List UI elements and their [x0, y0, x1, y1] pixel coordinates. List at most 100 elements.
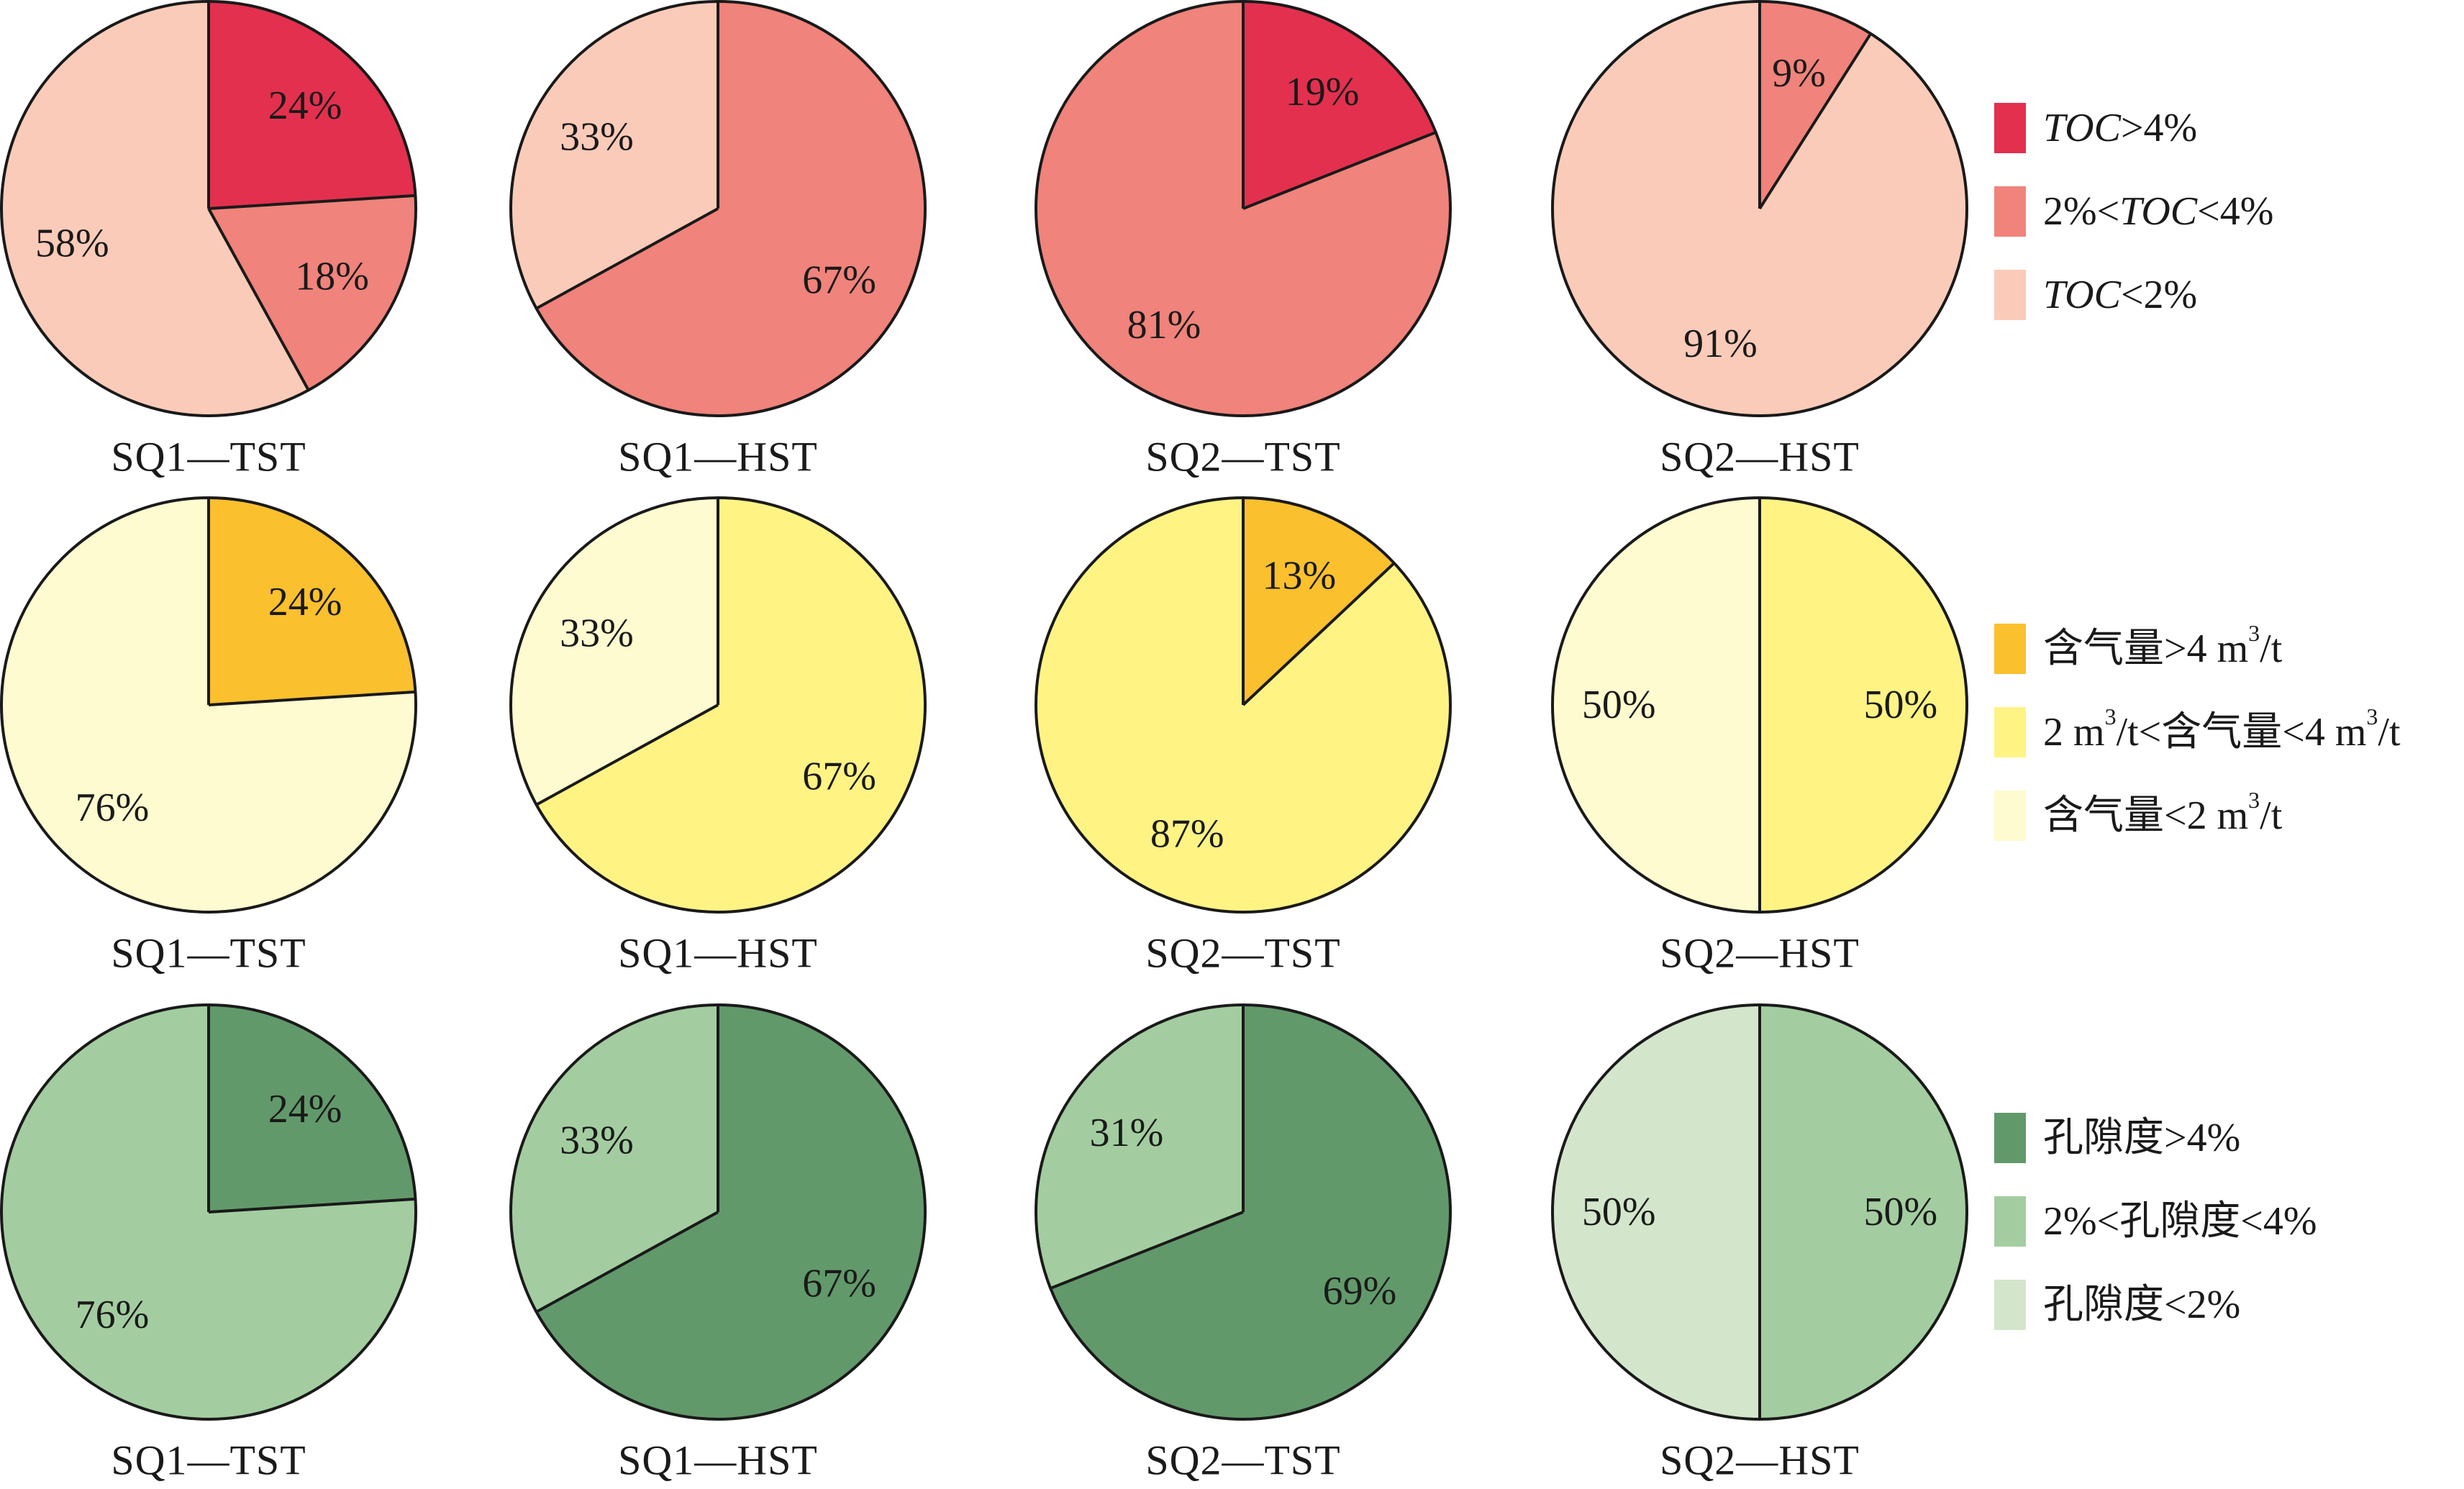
chart-title: SQ1—TST: [111, 1437, 306, 1484]
pie-slice: [1760, 498, 1967, 912]
slice-label: 50%: [1582, 1190, 1656, 1234]
pie-chart: 9% 91% SQ2—HST: [1551, 0, 1968, 481]
pie-slice: [1050, 1005, 1450, 1420]
legend-label: 含气量>4 m3/t: [2043, 620, 2283, 671]
chart-title: SQ1—HST: [618, 930, 818, 977]
slice-label: 91%: [1683, 322, 1758, 366]
legend-swatch: [1994, 1280, 2026, 1330]
slice-label: 69%: [1323, 1269, 1397, 1313]
chart-title: SQ2—HST: [1660, 434, 1860, 481]
pie-slice: [1, 1, 309, 416]
pie-slice: [1552, 498, 1760, 912]
slice-divider: [1758, 32, 1873, 210]
legend-label: TOC>4%: [2043, 106, 2197, 150]
slice-label: 24%: [268, 1087, 342, 1131]
legend: 含气量>4 m3/t 2 m3/t<含气量<4 m3/t 含气量<2 m3/t: [1994, 620, 2401, 841]
pie-slice: [209, 1005, 416, 1212]
legend-label: 2%<孔隙度<4%: [2043, 1199, 2317, 1244]
chart-title: SQ1—TST: [111, 434, 306, 481]
pie-chart: 50% 50% SQ2—HST: [1551, 496, 1968, 977]
pie-chart: 67% 33% SQ1—HST: [509, 0, 927, 481]
slice-divider: [1242, 131, 1437, 210]
pie-slice: [510, 497, 718, 805]
pie-slice: [209, 1, 416, 209]
legend: TOC>4% 2%<TOC<4% TOC<2%: [1994, 103, 2273, 320]
slice-divider: [207, 208, 310, 391]
legend-label: TOC<2%: [2043, 273, 2197, 317]
pie-slice: [1760, 1005, 1967, 1419]
pie-slice: [1760, 1, 1871, 209]
slice-label: 13%: [1262, 553, 1336, 598]
legend-swatch: [1994, 707, 2026, 757]
legend-swatch: [1994, 791, 2026, 841]
pie-chart: 50% 50% SQ2—HST: [1551, 1003, 1968, 1484]
pie-chart: 24% 76% SQ1—TST: [0, 1003, 417, 1484]
pie-chart: 24% 76% SQ1—TST: [0, 496, 417, 977]
chart-title: SQ2—TST: [1145, 930, 1340, 977]
pie-chart: 69% 31% SQ2—TST: [1035, 1003, 1452, 1484]
slice-label: 81%: [1127, 303, 1201, 347]
legend: 孔隙度>4% 2%<孔隙度<4% 孔隙度<2%: [1994, 1113, 2317, 1330]
chart-title: SQ1—TST: [111, 930, 306, 977]
slice-divider: [1242, 562, 1396, 706]
pie-slice: [1243, 498, 1394, 705]
legend-label: 孔隙度>4%: [2043, 1116, 2240, 1160]
legend-swatch: [1994, 186, 2026, 237]
slice-label: 50%: [1582, 683, 1656, 727]
pie-chart: 67% 33% SQ1—HST: [509, 1003, 927, 1484]
slice-label: 67%: [802, 755, 876, 799]
slice-label: 19%: [1286, 70, 1360, 114]
pie-slice: [536, 1005, 925, 1420]
pie-slice: [1243, 1, 1436, 209]
slice-divider: [208, 1197, 416, 1213]
legend-label: 2%<TOC<4%: [2043, 189, 2273, 234]
slice-label: 31%: [1090, 1111, 1164, 1155]
pie-slice: [209, 498, 416, 705]
chart-title: SQ2—HST: [1660, 1437, 1860, 1484]
chart-title: SQ1—HST: [618, 1437, 818, 1484]
pie-slice: [1552, 1005, 1760, 1419]
pie-chart: 24% 18% 58% SQ1—TST: [0, 0, 417, 481]
pie-slice: [510, 1005, 718, 1312]
slice-label: 24%: [268, 83, 342, 128]
slice-label: 67%: [802, 258, 876, 303]
slice-label: 87%: [1150, 812, 1224, 857]
legend-label: 孔隙度<2%: [2043, 1283, 2240, 1327]
legend-swatch: [1994, 103, 2026, 153]
chart-title: SQ2—HST: [1660, 930, 1860, 977]
legend-swatch: [1994, 270, 2026, 320]
legend-swatch: [1994, 1196, 2026, 1247]
pie-slice: [510, 1, 718, 309]
legend-swatch: [1994, 1113, 2026, 1163]
slice-divider: [1050, 1211, 1244, 1290]
legend-label: 含气量<2 m3/t: [2043, 787, 2283, 838]
slice-label: 33%: [560, 611, 634, 655]
pie-slice: [209, 195, 416, 391]
pie-slice: [536, 1, 925, 416]
legend-label: 2 m3/t<含气量<4 m3/t: [2043, 703, 2401, 755]
slice-divider: [535, 703, 719, 806]
slice-label: 9%: [1772, 51, 1826, 96]
legend-swatch: [1994, 624, 2026, 674]
slice-divider: [535, 207, 719, 310]
slice-label: 33%: [560, 1118, 634, 1162]
slice-label: 58%: [35, 222, 109, 266]
slice-label: 50%: [1863, 1190, 1937, 1234]
pie-chart: 13% 87% SQ2—TST: [1035, 496, 1452, 977]
pie-chart: 19% 81% SQ2—TST: [1035, 0, 1452, 481]
slice-label: 18%: [295, 254, 369, 299]
pie-slice: [536, 498, 925, 913]
chart-title: SQ2—TST: [1145, 434, 1340, 481]
slice-divider: [208, 193, 416, 210]
slice-label: 76%: [76, 1293, 150, 1337]
chart-title: SQ2—TST: [1145, 1437, 1340, 1484]
slice-label: 33%: [560, 114, 634, 159]
slice-label: 76%: [76, 786, 150, 830]
slice-label: 67%: [802, 1262, 876, 1306]
chart-title: SQ1—HST: [618, 434, 818, 481]
slice-divider: [535, 1211, 719, 1313]
slice-divider: [208, 690, 416, 706]
slice-label: 24%: [268, 580, 342, 624]
